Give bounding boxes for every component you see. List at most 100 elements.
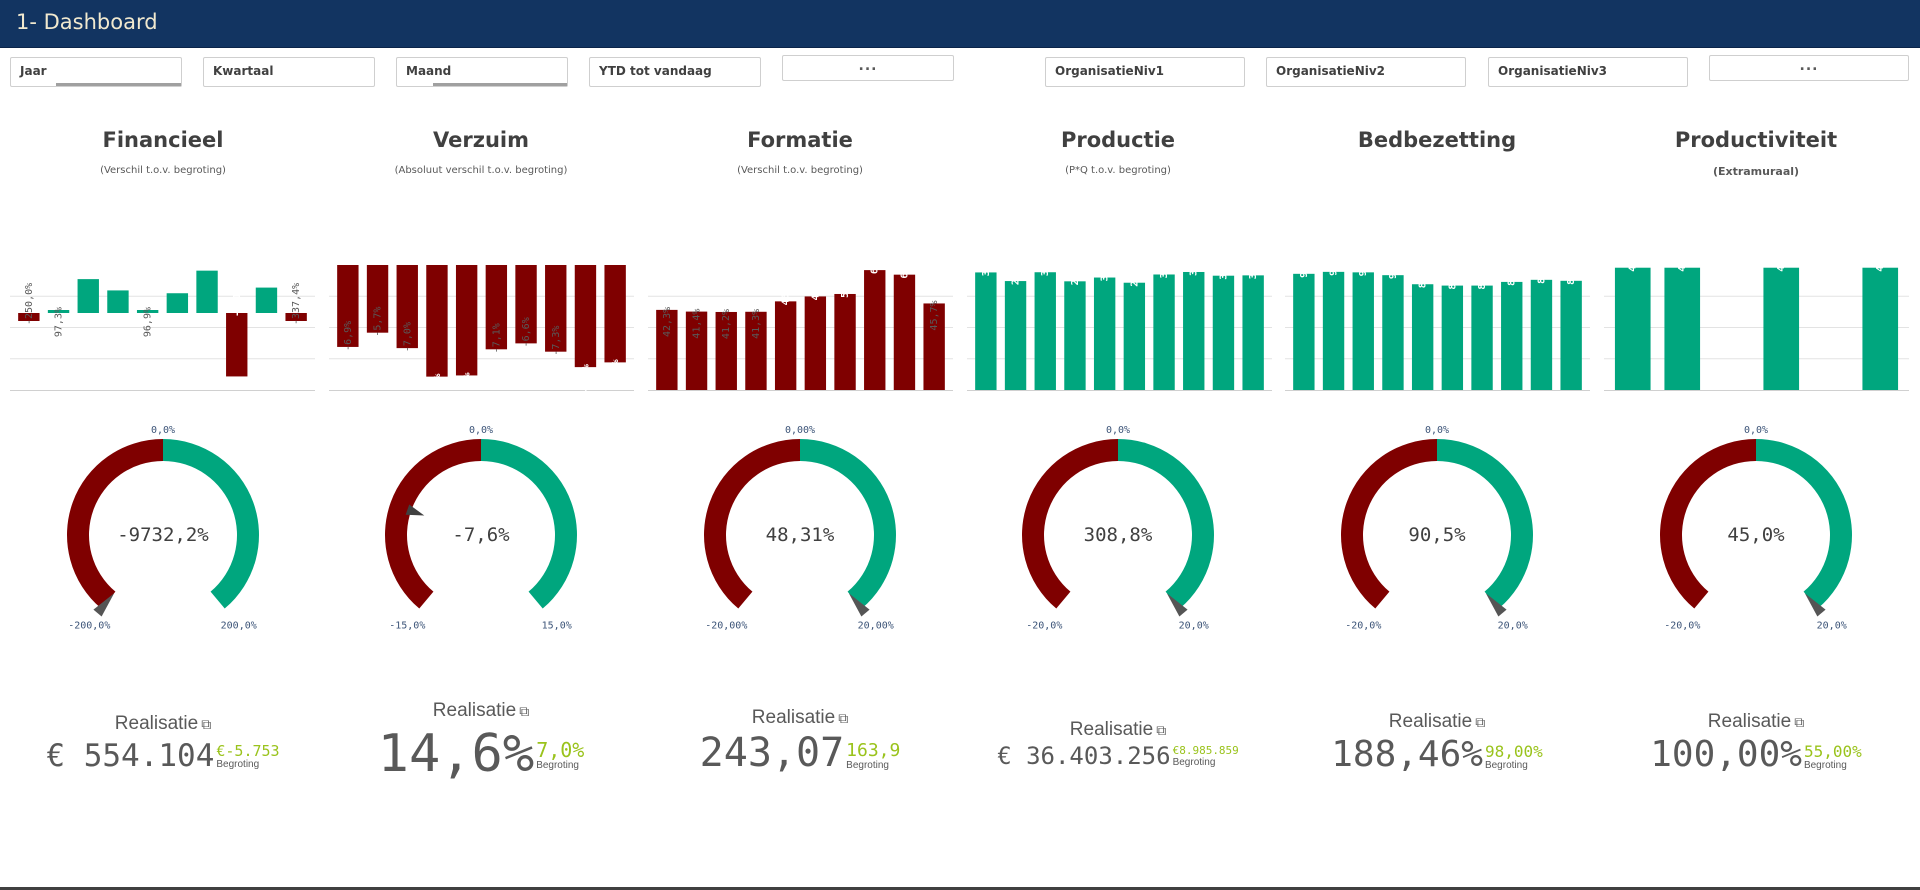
filter-label: Kwartaal: [213, 64, 274, 78]
bar-label: 319,8%: [981, 240, 992, 276]
bar-label: -7,3%: [551, 326, 562, 356]
gauge-value: 48,31%: [766, 524, 835, 546]
bar-label: 89,1%: [1566, 255, 1577, 285]
gauge-value: 90,5%: [1408, 524, 1466, 546]
external-link-icon[interactable]: ⧉: [519, 703, 530, 719]
app-title: 1- Dashboard: [16, 10, 158, 34]
kpi-title: Financieel: [102, 128, 224, 152]
filter-organisatieniv1[interactable]: OrganisatieNiv1: [1045, 57, 1245, 87]
filter-maand[interactable]: Maand: [396, 57, 568, 87]
selection-bar: [433, 83, 567, 86]
gauge-top-label: 0,00%: [785, 425, 815, 436]
bar-label: 41,2%: [721, 309, 732, 339]
external-link-icon[interactable]: ⧉: [201, 716, 212, 732]
kpi-subtitle: (Absoluut verschil t.o.v. begroting): [394, 165, 568, 176]
gauge-chart: 0,0% -20,0% 20,0% 45,0%: [1660, 425, 1852, 632]
begroting-value: €8.985.859: [1172, 744, 1239, 757]
bar-label: 311,8%: [1248, 243, 1259, 279]
gauge-value: 308,8%: [1084, 524, 1153, 546]
external-link-icon[interactable]: ⧉: [1794, 714, 1805, 730]
bar-label: 42,3%: [662, 307, 673, 337]
kpi-subtitle: (Extramuraal): [1712, 165, 1800, 178]
gauge-max-label: 15,0%: [542, 621, 572, 632]
bar: [574, 265, 597, 368]
gauge-needle: [93, 593, 115, 617]
bar: [1293, 273, 1315, 390]
bar: [1123, 282, 1146, 390]
bar-chart: 94,8% 96,4% 96,0% 93,7% 86,3% 85,2% 85,2% 88,2%…: [1285, 246, 1590, 391]
bar: [366, 265, 389, 333]
gauge-top-label: 0,0%: [1425, 425, 1449, 436]
realisatie-text: Realisatie: [114, 713, 199, 734]
bar-label: 63,3%: [870, 244, 881, 274]
more-icon: ...: [1799, 58, 1819, 74]
bar: [1862, 267, 1899, 390]
bar: [1411, 284, 1434, 390]
bar: [1763, 267, 1800, 390]
gauge-top-label: 0,0%: [1106, 425, 1130, 436]
realisatie-value: 100,00%: [1650, 734, 1802, 775]
filter-ytd[interactable]: YTD tot vandaag: [589, 57, 761, 87]
begroting-label: Begroting: [216, 759, 260, 770]
realisatie-label: Realisatie ⧉: [958, 719, 1278, 741]
bar-chart: -6,9% -5,7% -7,0% -9,4% -9,3% -7,1% -6,6% -7,3%…: [329, 265, 634, 404]
bar: [1212, 275, 1235, 390]
bar: [1064, 281, 1086, 390]
bar-label: -337,4%: [291, 283, 302, 325]
bar-label: -250,0%: [24, 283, 35, 325]
bar-label: 41,4%: [692, 309, 703, 339]
external-link-icon[interactable]: ⧉: [1475, 714, 1486, 730]
bar-label: -2114,5%: [232, 269, 243, 317]
bar-label: -8,2%: [610, 359, 621, 389]
filter-jaar[interactable]: Jaar: [10, 57, 182, 87]
bar: [1664, 267, 1701, 390]
realisatie-label: Realisatie ⧉: [1596, 711, 1916, 733]
bar-label: 50,7%: [840, 268, 851, 298]
begroting-value: 55,00%: [1803, 742, 1862, 761]
filter-more-button[interactable]: ...: [1709, 55, 1909, 81]
bar-chart: 42,3% 41,4% 41,2% 41,3% 46,8% 49,4% 50,7% 63,3%…: [648, 244, 953, 391]
bar-label: 85,2%: [1477, 259, 1488, 289]
realisatie-text: Realisatie: [1707, 711, 1792, 732]
gauge-max-label: 20,0%: [1179, 621, 1209, 632]
external-link-icon[interactable]: ⧉: [838, 710, 849, 726]
begroting-value: €-5.753: [216, 742, 280, 760]
bar: [1093, 277, 1116, 390]
gauge-max-label: 200,0%: [221, 621, 257, 632]
kpi-title: Bedbezetting: [1357, 128, 1517, 152]
bar: [656, 309, 678, 390]
gauge-positive-arc: [1118, 439, 1214, 609]
bar: [893, 274, 916, 390]
bar-label: 296,3%: [1011, 249, 1022, 285]
realisatie-text: Realisatie: [1388, 711, 1473, 732]
bar: [455, 265, 478, 376]
realisatie-value: € 36.403.256: [997, 742, 1171, 770]
bar-label: 45,0%: [1875, 242, 1886, 272]
filter-label: YTD tot vandaag: [599, 64, 712, 78]
filter-kwartaal[interactable]: Kwartaal: [203, 57, 375, 87]
bar-label: 45,0%: [1628, 242, 1639, 272]
bar: [1242, 275, 1264, 390]
bar: [485, 265, 508, 350]
begroting-value: 163,9: [846, 740, 901, 761]
gauge-max-label: 20,00%: [858, 621, 894, 632]
bar: [166, 293, 189, 313]
more-icon: ...: [858, 58, 878, 74]
filter-organisatieniv3[interactable]: OrganisatieNiv3: [1488, 57, 1688, 87]
realisatie-text: Realisatie: [432, 700, 517, 721]
realisatie-value: 243,07: [699, 730, 845, 776]
bar: [196, 270, 218, 313]
bar-chart: -250,0% 97,3% 96,9% -2114,5% -337,4%: [10, 269, 315, 391]
bar-label: -9,4%: [432, 374, 443, 404]
filter-organisatieniv2[interactable]: OrganisatieNiv2: [1266, 57, 1466, 87]
gauge-positive-arc: [481, 439, 577, 609]
bar: [1352, 272, 1374, 390]
bar-label: -9,3%: [462, 372, 473, 402]
external-link-icon[interactable]: ⧉: [1156, 722, 1167, 738]
bar: [1441, 285, 1464, 390]
bar-label: 60,9%: [899, 249, 910, 279]
filter-label: OrganisatieNiv3: [1498, 64, 1608, 78]
filter-more-button[interactable]: ...: [782, 55, 954, 81]
gauge-min-label: -20,00%: [705, 621, 747, 632]
gauge-top-label: 0,0%: [469, 425, 493, 436]
